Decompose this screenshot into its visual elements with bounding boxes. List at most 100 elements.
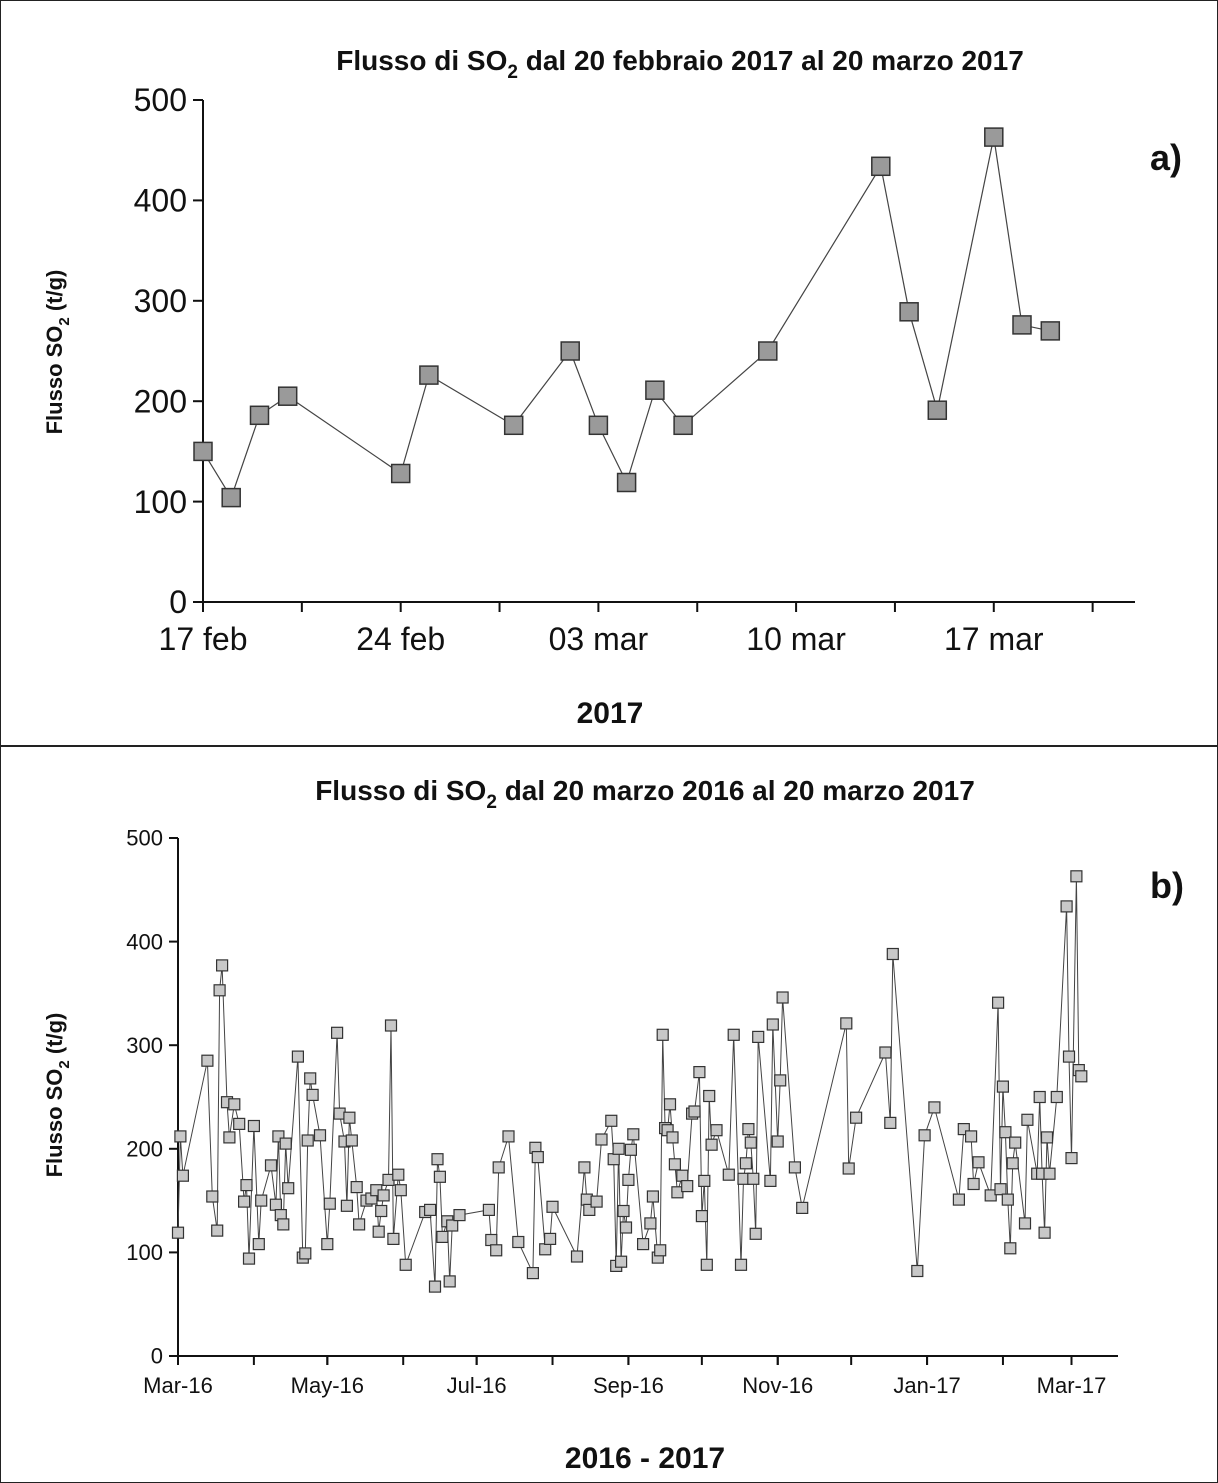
chart-b-data-point — [526, 1266, 540, 1280]
chart-b-data-point — [627, 1128, 640, 1141]
chart-b-data-point — [1006, 1157, 1019, 1170]
chart-b-data-point — [228, 1098, 241, 1111]
chart-b-data-point — [282, 1182, 295, 1195]
chart-a-data-point — [560, 341, 580, 361]
chart-b-data-point — [431, 1153, 444, 1166]
chart-b-data-point — [681, 1179, 694, 1193]
chart-b-data-point — [377, 1189, 390, 1202]
chart-b-data-point — [492, 1161, 505, 1174]
chart-b-data-point — [700, 1258, 713, 1271]
chart-b-data-point — [766, 1018, 779, 1031]
chart-a-data-point — [503, 415, 524, 436]
chart-b-y-tick-label: 500 — [126, 826, 163, 851]
chart-b-data-point — [252, 1237, 265, 1251]
chart-b-data-point — [323, 1197, 336, 1210]
chart-a-y-tick-label: 500 — [134, 82, 187, 118]
chart-b-y-tick-label: 100 — [126, 1240, 163, 1265]
chart-b-data-point — [619, 1221, 633, 1234]
chart-b-data-point — [644, 1217, 657, 1230]
chart-b-data-point — [213, 984, 226, 997]
chart-b-data-point — [543, 1232, 557, 1246]
chart-b-data-point — [372, 1225, 385, 1238]
chart-b-data-point — [387, 1232, 400, 1246]
chart-b-data-point — [991, 996, 1005, 1009]
chart-b-data-point — [279, 1137, 292, 1150]
chart-b-data-point — [884, 1116, 897, 1130]
chart-b-data-point — [291, 1050, 304, 1063]
chart-b-y-tick-label: 300 — [126, 1033, 163, 1058]
chart-b-data-point — [605, 1114, 618, 1127]
chart-b-data-point — [482, 1203, 495, 1217]
chart-b-data-point — [485, 1233, 498, 1247]
chart-b-data-point — [546, 1200, 559, 1213]
chart-b-data-point — [424, 1203, 437, 1217]
chart-b-data-point — [353, 1218, 366, 1231]
chart-b-data-point — [636, 1237, 650, 1251]
chart-b-data-point — [269, 1198, 282, 1211]
chart-b-data-point — [744, 1136, 757, 1149]
chart-b-data-point — [722, 1168, 735, 1181]
chart-b-data-point — [646, 1190, 660, 1203]
chart-b-data-point — [578, 1161, 591, 1174]
chart-a-panel-label: a) — [1150, 137, 1182, 178]
chart-b-data-point — [394, 1184, 407, 1197]
chart-a-x-tick-label: 17 mar — [944, 621, 1044, 657]
chart-b-data-point — [996, 1080, 1010, 1093]
chart-a-data-point — [249, 405, 270, 426]
chart-b-data-point — [223, 1131, 236, 1144]
chart-b-data-point — [788, 1161, 802, 1174]
chart-a-y-tick-label: 0 — [169, 584, 187, 620]
chart-b-data-point — [216, 959, 229, 972]
chart-b-data-point — [490, 1244, 503, 1257]
chart-b-data-point — [350, 1180, 363, 1194]
chart-b-markers — [171, 870, 1088, 1293]
chart-b-data-point — [539, 1243, 552, 1256]
chart-b-panel-label: b) — [1150, 865, 1184, 906]
chart-b-data-point — [693, 1065, 706, 1079]
chart-a-data-point — [758, 341, 778, 361]
chart-b-data-point — [698, 1174, 711, 1188]
chart-b-data-point — [796, 1201, 809, 1215]
chart-b-data-point — [399, 1258, 412, 1271]
chart-a-data-point — [673, 415, 693, 436]
chart-b-data-point — [570, 1250, 584, 1263]
chart-b-x-tick-label: Jan-17 — [893, 1373, 960, 1398]
chart-b-data-point — [1070, 870, 1083, 883]
chart-b-data-point — [994, 1183, 1007, 1196]
chart-a-data-point — [645, 380, 665, 400]
chart-b-x-tick-label: Mar-16 — [143, 1373, 213, 1398]
chart-b-data-point — [299, 1247, 312, 1260]
chart-a-y-tick-label: 200 — [134, 383, 187, 419]
chart-b-data-point — [957, 1122, 970, 1136]
chart-a-y-tick-label: 400 — [134, 183, 187, 219]
chart-b-data-point — [238, 1195, 251, 1208]
chart-a-x-tick-label: 10 mar — [746, 621, 846, 657]
chart-b-data-point — [710, 1124, 723, 1137]
panel-b: Flusso di SO2 dal 20 marzo 2016 al 20 ma… — [42, 775, 1184, 1475]
chart-b-data-point — [663, 1098, 677, 1111]
chart-b-data-point — [433, 1170, 446, 1183]
chart-a-series-path — [202, 136, 1051, 500]
chart-b-data-point — [918, 1129, 931, 1142]
chart-b-data-point — [1060, 900, 1073, 913]
chart-b-data-point — [617, 1204, 630, 1218]
chart-b-x-tick-label: Sep-16 — [593, 1373, 664, 1398]
chart-b-x-axis-label: 2016 - 2017 — [565, 1442, 725, 1475]
chart-b-data-point — [595, 1133, 608, 1146]
chart-b-axes: 0 100 200 300 400 500 Mar-16 May-16 Jul-16 Sep-16… — [126, 826, 1118, 1398]
chart-a-data-point — [616, 472, 637, 493]
chart-b-data-point — [1043, 1167, 1056, 1180]
chart-b-data-point — [752, 1030, 765, 1044]
chart-a-data-point — [1012, 315, 1032, 335]
chart-b-data-point — [1040, 1131, 1054, 1144]
chart-a-data-point — [927, 400, 948, 420]
chart-b-data-point — [776, 991, 789, 1004]
chart-b-y-tick-label: 0 — [151, 1344, 163, 1369]
panel-divider — [0, 745, 1218, 747]
chart-b-data-point — [1062, 1050, 1076, 1063]
chart-b-data-point — [886, 947, 899, 961]
chart-b-data-point — [331, 1026, 344, 1039]
chart-b-data-point — [392, 1168, 405, 1181]
chart-a-data-point — [193, 441, 213, 462]
chart-b-data-point — [671, 1186, 684, 1199]
